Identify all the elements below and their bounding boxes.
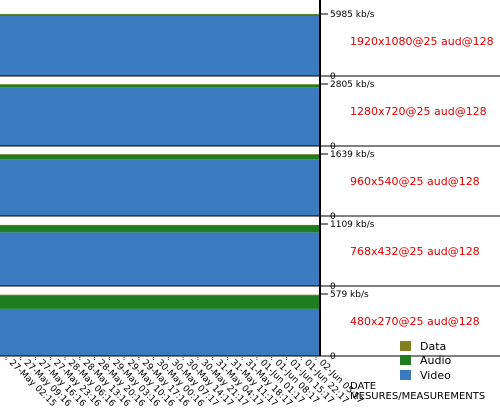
legend-swatch-audio <box>400 355 411 365</box>
legend-label-audio: Audio <box>420 354 452 367</box>
panel-1-audio-area <box>0 14 320 16</box>
panel-1-min-label: 0 <box>330 72 336 82</box>
legend-swatch-data <box>400 341 411 351</box>
panel-1-max-label: 5985 kb/s <box>330 10 375 20</box>
panel-1-data-area <box>0 14 320 15</box>
panel-3-max-label: 1639 kb/s <box>330 150 375 160</box>
legend-swatch-video <box>400 370 411 380</box>
panel-2-max-label: 2805 kb/s <box>330 80 375 90</box>
panel-2-audio-area <box>0 84 320 88</box>
panel-5-video-area <box>0 308 320 356</box>
panel-5-min-label: 0 <box>330 352 336 362</box>
legend-label-video: Video <box>420 369 451 382</box>
panel-5-audio-area <box>0 295 320 309</box>
panel-4-min-label: 0 <box>330 282 336 292</box>
panel-3-data-area <box>0 154 320 155</box>
panel-3-min-label: 0 <box>330 212 336 222</box>
panel-3-video-area <box>0 159 320 216</box>
panel-4-max-label: 1109 kb/s <box>330 220 375 230</box>
panel-3-audio-area <box>0 154 320 160</box>
legend-label-data: Data <box>420 340 446 353</box>
panel-4-video-area <box>0 232 320 286</box>
panel-2-video-area <box>0 87 320 146</box>
panel-4-profile-label: 768x432@25 aud@128 <box>350 245 480 258</box>
panel-2-data-area <box>0 84 320 85</box>
panel-3-profile-label: 960x540@25 aud@128 <box>350 175 480 188</box>
x-axis-title-line1: DATE <box>350 381 376 392</box>
panel-5-data-area <box>0 294 320 296</box>
panel-4-data-area <box>0 224 320 226</box>
panel-1-profile-label: 1920x1080@25 aud@128 <box>350 35 494 48</box>
panel-2-min-label: 0 <box>330 142 336 152</box>
panel-5-profile-label: 480x270@25 aud@128 <box>350 315 480 328</box>
panel-4-audio-area <box>0 225 320 233</box>
panel-1-video-area <box>0 15 320 76</box>
panel-2-profile-label: 1280x720@25 aud@128 <box>350 105 487 118</box>
x-axis-title-line2: MESURES/MEASUREMENTS <box>350 391 485 402</box>
panel-5-max-label: 579 kb/s <box>330 290 369 300</box>
